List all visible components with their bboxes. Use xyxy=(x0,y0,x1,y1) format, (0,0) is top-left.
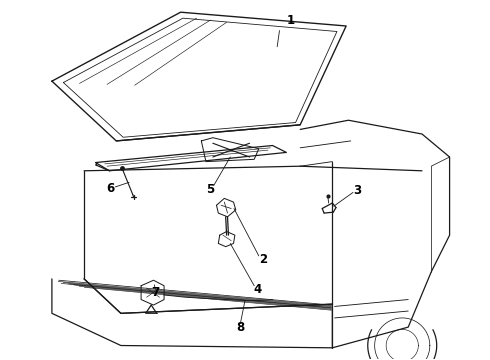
Text: 2: 2 xyxy=(259,253,268,266)
Text: 8: 8 xyxy=(236,321,245,334)
Text: 4: 4 xyxy=(254,283,262,296)
Text: 1: 1 xyxy=(287,14,295,27)
Text: 6: 6 xyxy=(107,182,115,195)
Text: 3: 3 xyxy=(354,184,362,197)
Text: 5: 5 xyxy=(206,183,215,196)
Text: 7: 7 xyxy=(151,286,159,299)
